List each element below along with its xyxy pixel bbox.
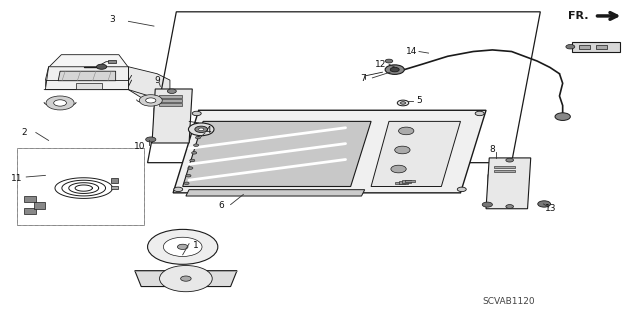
Text: 4: 4	[205, 126, 211, 135]
Polygon shape	[486, 158, 531, 209]
Circle shape	[458, 187, 467, 192]
Bar	[159, 103, 182, 106]
Text: SCVAB1120: SCVAB1120	[483, 297, 536, 306]
Circle shape	[54, 100, 67, 106]
Text: 11: 11	[11, 174, 22, 183]
Text: 13: 13	[545, 204, 557, 213]
Circle shape	[186, 174, 191, 177]
Circle shape	[192, 111, 201, 116]
Text: 10: 10	[134, 142, 146, 151]
Circle shape	[46, 96, 74, 110]
Circle shape	[566, 45, 575, 49]
Polygon shape	[58, 71, 116, 81]
Bar	[108, 60, 116, 63]
Bar	[596, 45, 607, 49]
Text: 14: 14	[406, 47, 417, 56]
Bar	[111, 178, 118, 183]
Circle shape	[180, 276, 191, 281]
Bar	[17, 148, 145, 225]
FancyBboxPatch shape	[488, 173, 522, 202]
Bar	[45, 81, 57, 86]
Circle shape	[193, 144, 198, 146]
Bar	[76, 83, 102, 89]
Polygon shape	[45, 67, 129, 90]
Bar	[493, 170, 515, 172]
Circle shape	[506, 158, 513, 162]
Circle shape	[168, 89, 176, 93]
Circle shape	[385, 65, 404, 74]
Bar	[17, 148, 145, 225]
Circle shape	[173, 187, 182, 192]
Text: 6: 6	[218, 201, 224, 210]
Text: 2: 2	[22, 128, 27, 137]
Text: 3: 3	[109, 15, 115, 24]
Circle shape	[195, 126, 207, 132]
Circle shape	[159, 265, 212, 292]
Text: 8: 8	[490, 145, 495, 154]
Circle shape	[385, 59, 393, 63]
Circle shape	[163, 237, 202, 256]
Circle shape	[148, 229, 218, 264]
Polygon shape	[182, 122, 371, 187]
Circle shape	[146, 98, 156, 103]
Polygon shape	[572, 42, 620, 51]
Circle shape	[390, 67, 399, 72]
Polygon shape	[152, 89, 192, 143]
Circle shape	[482, 202, 492, 207]
Circle shape	[140, 95, 163, 106]
Circle shape	[189, 159, 195, 162]
Text: 7: 7	[360, 74, 366, 83]
Circle shape	[197, 129, 202, 131]
Bar	[24, 208, 36, 214]
Circle shape	[399, 127, 414, 135]
Circle shape	[188, 167, 193, 169]
Text: FR.: FR.	[568, 11, 588, 21]
Circle shape	[198, 128, 204, 130]
Circle shape	[97, 64, 107, 69]
Polygon shape	[186, 190, 365, 196]
Circle shape	[397, 100, 409, 106]
Bar	[396, 182, 405, 184]
Circle shape	[146, 137, 156, 142]
Bar	[399, 181, 408, 184]
Text: 5: 5	[416, 96, 422, 105]
Bar	[159, 99, 182, 102]
Bar	[111, 186, 118, 189]
Text: 12: 12	[375, 60, 387, 69]
Circle shape	[184, 182, 189, 185]
Circle shape	[391, 165, 406, 173]
Circle shape	[395, 146, 410, 154]
Polygon shape	[129, 67, 170, 106]
Text: 9: 9	[154, 76, 160, 85]
Bar	[579, 45, 590, 49]
Circle shape	[538, 201, 550, 207]
Bar	[405, 180, 415, 182]
Circle shape	[188, 123, 214, 136]
Bar	[34, 202, 45, 209]
Text: 1: 1	[193, 241, 198, 250]
Polygon shape	[49, 55, 129, 67]
Polygon shape	[135, 271, 237, 286]
Polygon shape	[173, 110, 486, 193]
Bar	[493, 166, 515, 168]
Circle shape	[401, 102, 406, 104]
Bar	[24, 196, 36, 202]
Circle shape	[506, 204, 513, 208]
Circle shape	[475, 111, 484, 116]
Circle shape	[177, 244, 188, 249]
Bar	[159, 95, 182, 98]
FancyBboxPatch shape	[154, 106, 188, 137]
Circle shape	[191, 152, 196, 154]
Circle shape	[555, 113, 570, 121]
Polygon shape	[371, 122, 461, 187]
Bar	[402, 181, 412, 183]
Circle shape	[195, 136, 200, 139]
